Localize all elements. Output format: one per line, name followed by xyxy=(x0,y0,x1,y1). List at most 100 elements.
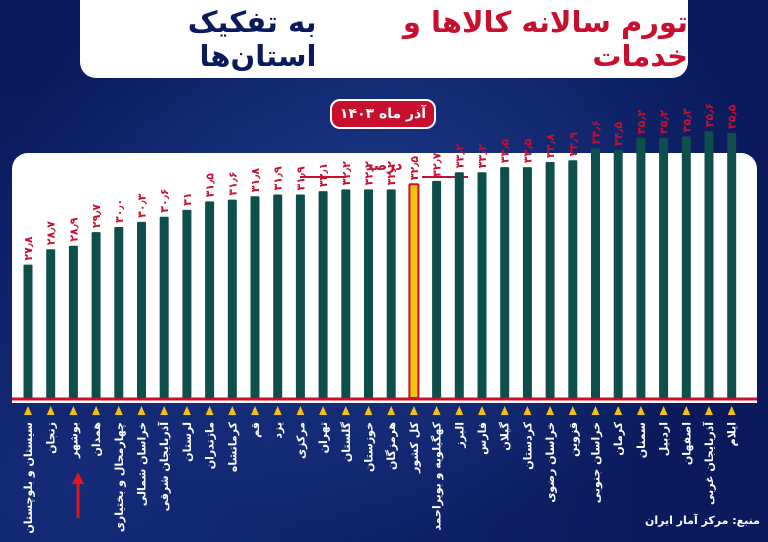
bar xyxy=(46,249,56,398)
bar xyxy=(23,264,33,398)
category-marker xyxy=(364,406,373,415)
bar-value-label: ۳۲٫۲ xyxy=(340,161,353,186)
bar-value-label: ۳۱٫۵ xyxy=(204,173,217,198)
category-label: کرمان xyxy=(612,421,625,455)
category-label: همدان xyxy=(90,422,103,457)
category-label: خراسان رضوی xyxy=(544,422,557,503)
bar-value-label: ۳۵٫۳ xyxy=(680,108,693,133)
bar xyxy=(227,199,237,398)
chart-title: تورم سالانه کالاها و خدمات به تفکیک استا… xyxy=(80,0,688,78)
bar xyxy=(613,150,623,398)
bar-value-label: ۳۲٫۲ xyxy=(385,161,398,186)
category-marker xyxy=(705,406,713,415)
category-marker xyxy=(478,406,486,415)
category-marker xyxy=(160,406,169,415)
bar xyxy=(568,160,578,398)
unit-line-right xyxy=(422,176,468,178)
category-marker xyxy=(296,406,305,415)
category-marker xyxy=(319,406,328,415)
bar xyxy=(91,232,101,398)
bar xyxy=(295,194,305,398)
category-marker xyxy=(546,406,555,415)
category-label: کل کشور xyxy=(408,421,421,473)
category-marker xyxy=(341,406,350,415)
bar xyxy=(408,183,420,399)
bar-value-label: ۳۳٫۲ xyxy=(476,144,489,169)
bar-value-label: ۳۳٫۵ xyxy=(521,139,534,164)
category-label: کهگیلویه و بویراحمد xyxy=(431,421,444,530)
title-red-part: تورم سالانه کالاها و خدمات xyxy=(402,5,688,73)
category-label: بوشهر xyxy=(67,422,80,459)
category-marker xyxy=(387,406,396,415)
category-label: سمنان xyxy=(635,422,648,458)
category-label: یزد xyxy=(272,422,285,439)
category-label: زنجان xyxy=(45,422,58,454)
bar xyxy=(522,167,532,398)
bar xyxy=(341,189,351,398)
bar xyxy=(273,194,283,398)
category-label: اصفهان xyxy=(680,422,693,465)
bar xyxy=(432,180,442,398)
bar xyxy=(659,138,669,398)
bar-value-label: ۳۵٫۲ xyxy=(658,110,671,135)
bar xyxy=(500,167,510,398)
bar-value-label: ۳۰٫۳ xyxy=(136,193,149,218)
category-marker xyxy=(568,406,577,415)
unit-label: درصد xyxy=(365,158,403,174)
bar xyxy=(68,245,78,398)
bar xyxy=(681,136,691,398)
category-label: کردستان xyxy=(521,421,534,469)
bar-value-label: ۳۲٫۵ xyxy=(408,156,421,181)
bar xyxy=(114,227,124,398)
category-marker xyxy=(251,406,259,415)
category-marker xyxy=(137,406,146,415)
bar-value-label: ۳۳٫۸ xyxy=(544,133,557,158)
bar xyxy=(205,201,215,398)
bar-value-label: ۳۳٫۵ xyxy=(499,139,512,164)
category-label: ایلام xyxy=(726,422,739,446)
date-badge: آذر ماه ۱۴۰۳ xyxy=(330,99,436,129)
bar-value-label: ۳۲٫۱ xyxy=(317,163,330,187)
category-marker xyxy=(659,406,668,415)
bar xyxy=(386,189,396,398)
category-label: تهران xyxy=(317,422,330,453)
category-marker xyxy=(682,406,691,415)
source-label: منبع: مرکز آمار ایران xyxy=(644,514,760,527)
category-marker xyxy=(182,406,191,415)
bar xyxy=(182,209,192,398)
bar xyxy=(591,148,600,398)
bar-value-label: ۳۰٫۰ xyxy=(113,199,126,223)
category-marker xyxy=(500,406,509,415)
category-label: کرمانشاه xyxy=(226,421,239,472)
bar-value-label: ۲۷٫۸ xyxy=(22,236,35,261)
bar xyxy=(545,162,555,398)
bar-value-label: ۳۲٫۲ xyxy=(363,161,376,186)
category-label: گلستان xyxy=(340,421,353,462)
category-marker xyxy=(228,406,237,415)
bar xyxy=(704,131,714,399)
bar-value-label: ۳۲٫۷ xyxy=(431,152,444,177)
category-marker xyxy=(205,406,214,415)
bar xyxy=(636,138,646,398)
category-marker xyxy=(636,406,645,415)
bar-value-label: ۳۱٫۶ xyxy=(226,171,239,195)
category-label: آذربایجان غربی xyxy=(702,422,716,505)
category-label: خوزستان xyxy=(363,422,376,472)
category-marker xyxy=(273,406,282,415)
category-marker xyxy=(409,406,418,415)
bar-value-label: ۳۱٫۸ xyxy=(249,168,262,193)
category-label: لرستان xyxy=(181,422,194,462)
bar xyxy=(137,221,146,398)
category-marker xyxy=(114,406,123,415)
category-label: چهارمحال و بختیاری xyxy=(113,422,126,532)
category-marker xyxy=(614,406,623,415)
bar-value-label: ۳۳٫۹ xyxy=(567,132,580,157)
category-label: خراسان شمالی xyxy=(136,422,149,506)
bar xyxy=(454,172,464,398)
bar-value-label: ۳۴٫۶ xyxy=(590,120,603,144)
category-label: البرز xyxy=(453,422,466,449)
red-up-arrow-icon xyxy=(72,472,84,518)
bar-value-label: ۲۸٫۷ xyxy=(45,221,58,246)
category-label: خراسان جنوبی xyxy=(590,422,603,503)
